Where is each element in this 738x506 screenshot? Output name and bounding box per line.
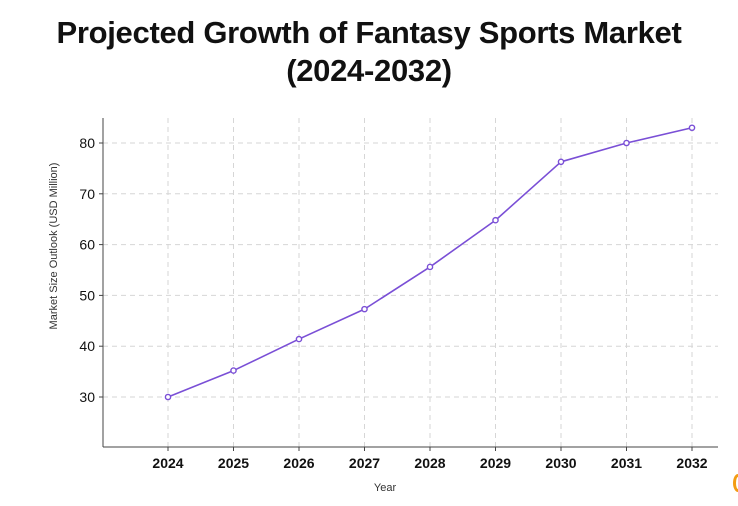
y-tick-label-50: 50 <box>79 287 95 303</box>
grid-lines <box>103 118 718 447</box>
data-point-2024 <box>164 393 172 401</box>
y-tick-label-80: 80 <box>79 135 95 151</box>
data-point-2025 <box>230 367 237 374</box>
x-tick-label-2029: 2029 <box>480 455 511 471</box>
axes <box>102 118 718 448</box>
chart-title-line-2: (2024-2032) <box>286 53 452 88</box>
x-tick-label-2030: 2030 <box>545 455 576 471</box>
data-point-2028 <box>426 263 434 271</box>
y-tick-label-60: 60 <box>79 237 95 253</box>
x-tick-label-2025: 2025 <box>218 455 249 471</box>
x-tick-label-2027: 2027 <box>349 455 380 471</box>
y-axis-label: Market Size Outlook (USD Million) <box>48 163 60 330</box>
x-tick-label-2028: 2028 <box>414 455 445 471</box>
x-tick-label-2026: 2026 <box>283 455 314 471</box>
data-series <box>164 124 696 401</box>
data-point-2029 <box>492 216 499 224</box>
x-tick-label-2031: 2031 <box>611 455 642 471</box>
data-point-2026 <box>295 335 303 343</box>
chart-title-line-1: Projected Growth of Fantasy Sports Marke… <box>56 15 682 50</box>
logo-fragment-icon <box>733 474 738 492</box>
data-point-2032 <box>688 124 696 132</box>
x-axis-label: Year <box>374 482 397 494</box>
data-point-2031 <box>623 139 630 147</box>
y-tick-label-40: 40 <box>79 338 95 354</box>
x-tick-label-2032: 2032 <box>676 455 707 471</box>
tick-labels: 30 40 50 60 70 80 2024 2025 2026 2027 2028 2029 2030… <box>79 135 707 471</box>
y-tick-label-30: 30 <box>79 389 95 405</box>
data-point-2030 <box>557 158 565 166</box>
x-tick-label-2024: 2024 <box>152 455 183 471</box>
data-point-2027 <box>361 305 368 313</box>
y-tick-label-70: 70 <box>79 186 95 202</box>
chart-title: Projected Growth of Fantasy Sports Marke… <box>0 14 738 90</box>
